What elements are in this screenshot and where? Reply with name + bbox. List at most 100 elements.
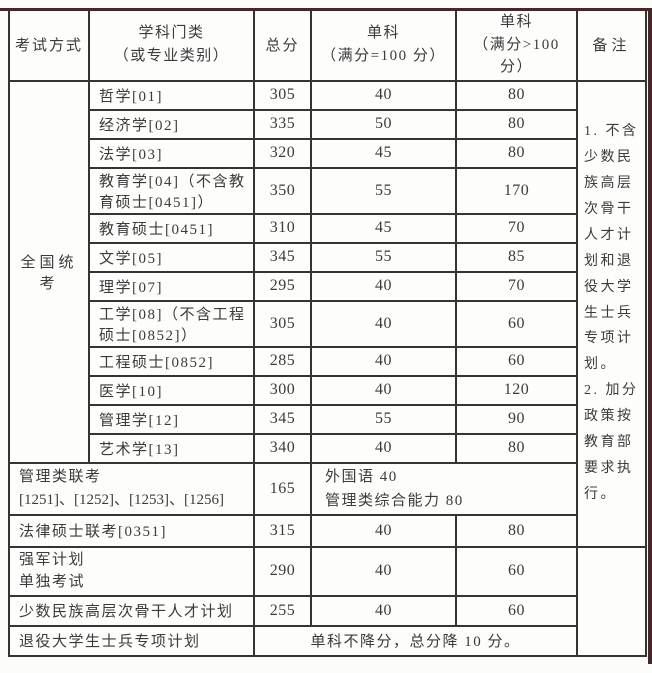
single-eq100-cell: 40 xyxy=(310,270,457,302)
management-joint-label-cell: 管理类联考 [1251]、[1252]、[1253]、[1256] xyxy=(8,461,255,516)
veteran-plan-note-cell: 单科不降分，总分降 10 分。 xyxy=(253,624,578,657)
single-eq100-cell: 40 xyxy=(310,299,457,348)
management-joint-single-cell: 外国语 40 管理类综合能力 80 xyxy=(310,461,578,516)
single-eq100-cell: 40 xyxy=(310,545,457,597)
subject-cell: 医学[10] xyxy=(88,374,255,406)
total-score-cell: 345 xyxy=(253,403,312,435)
single-eq100-header-line2: （满分=100 分） xyxy=(321,47,446,64)
single-gt100-cell: 90 xyxy=(455,403,578,435)
total-score-cell: 340 xyxy=(253,432,312,464)
single-gt100-cell: 120 xyxy=(455,374,578,406)
single-gt100-cell: 70 xyxy=(455,212,578,244)
subject-cell: 工程硕士[0852] xyxy=(88,345,255,377)
military-plan-label-line2: 单独考试 xyxy=(19,574,86,590)
table-row-management-joint-exam: 管理类联考 [1251]、[1252]、[1253]、[1256] 165 外国… xyxy=(8,461,646,516)
table-row-literature: 文学[05] 345 55 85 xyxy=(9,241,646,273)
table-row-military-plan: 强军计划 单独考试 290 40 60 xyxy=(8,545,647,657)
single-gt100-cell: 85 xyxy=(455,241,578,273)
management-single-line2: 管理类综合能力 80 xyxy=(325,492,464,509)
single-gt100-cell: 80 xyxy=(455,137,578,169)
table-header-row: 考试方式 学科门类 （或专业类别） 总分 单科 （满分=100 分） 单科 （满… xyxy=(8,8,647,82)
management-joint-label-line1: 管理类联考 xyxy=(19,469,102,485)
remarks-notes-cell: 1. 不含少数民族高层次骨干人才计划和退役大学生士兵专项计划。 2. 加分政策按… xyxy=(576,79,647,548)
management-single-line1: 外国语 40 xyxy=(325,468,398,485)
law-master-label-cell: 法律硕士联考[0351] xyxy=(8,513,255,548)
single-gt100-cell: 60 xyxy=(455,545,578,597)
table-row-art: 艺术学[13] 340 40 80 xyxy=(9,432,646,464)
single-gt100-cell: 60 xyxy=(455,299,578,348)
single-gt100-cell: 80 xyxy=(455,432,578,464)
veteran-plan-label-cell: 退役大学生士兵专项计划 xyxy=(8,624,255,657)
subject-cell: 哲学[01] xyxy=(88,79,255,111)
table-row-science: 理学[07] 295 40 70 xyxy=(9,270,646,302)
scan-edge-top-strip xyxy=(0,8,652,11)
total-score-cell: 305 xyxy=(253,299,312,348)
subject-cell: 文学[05] xyxy=(88,241,255,273)
table-row-management-subject: 管理学[12] 345 55 90 xyxy=(9,403,646,435)
military-plan-label-line1: 强军计划 xyxy=(19,551,86,568)
table-row-law-master-exam: 法律硕士联考[0351] 315 40 80 xyxy=(8,513,646,548)
total-score-cell: 305 xyxy=(253,79,312,111)
single-gt100-cell: 60 xyxy=(455,345,578,377)
single-eq100-cell: 55 xyxy=(310,166,457,215)
col-header-total-score: 总分 xyxy=(253,8,312,82)
total-score-cell: 290 xyxy=(253,545,312,597)
single-eq100-cell: 55 xyxy=(310,241,457,273)
table-row-engineering: 工学[08]（不含工程硕士[0852]） 305 40 60 xyxy=(9,299,646,348)
scan-edge-right-strip xyxy=(648,8,652,664)
total-score-cell: 285 xyxy=(253,345,312,377)
total-score-cell: 320 xyxy=(253,137,312,169)
military-plan-label-cell: 强军计划 单独考试 xyxy=(8,545,255,597)
remarks-empty-cell xyxy=(576,545,647,657)
table-row-philosophy: 全国统考 哲学[01] 305 40 80 1. 不含少数民族高层次骨干人才计划… xyxy=(8,79,647,548)
table-row-minority-plan: 少数民族高层次骨干人才计划 255 40 60 xyxy=(8,594,646,627)
table-row-medicine: 医学[10] 300 40 120 xyxy=(9,374,646,406)
single-gt100-cell: 70 xyxy=(455,270,578,302)
table-row-engineering-master: 工程硕士[0852] 285 40 60 xyxy=(9,345,646,377)
col-header-single-gt100: 单科 （满分>100 分） xyxy=(455,8,578,82)
single-gt100-cell: 80 xyxy=(455,108,578,140)
subject-cell: 工学[08]（不含工程硕士[0852]） xyxy=(88,299,255,348)
col-header-subject-category: 学科门类 （或专业类别） xyxy=(88,8,255,82)
subject-cell: 教育学[04]（不含教育硕士[0451]） xyxy=(88,166,255,215)
subject-category-header-line1: 学科门类 xyxy=(138,25,205,42)
score-line-table: 考试方式 学科门类 （或专业类别） 总分 单科 （满分=100 分） 单科 （满… xyxy=(8,8,647,657)
subject-cell: 法学[03] xyxy=(88,137,255,169)
col-header-exam-method: 考试方式 xyxy=(8,8,90,82)
remark-note-1: 1. 不含少数民族高层次骨干人才计划和退役大学生士兵专项计划。 xyxy=(584,124,639,373)
single-eq100-cell: 50 xyxy=(310,108,457,140)
single-gt100-cell: 80 xyxy=(455,79,578,111)
table-row-education-master: 教育硕士[0451] 310 45 70 xyxy=(9,212,646,244)
col-header-single-eq100: 单科 （满分=100 分） xyxy=(310,8,457,82)
single-eq100-cell: 40 xyxy=(310,374,457,406)
total-score-cell: 165 xyxy=(253,461,312,516)
single-eq100-cell: 40 xyxy=(310,432,457,464)
table-row-education: 教育学[04]（不含教育硕士[0451]） 350 55 170 xyxy=(9,166,646,215)
total-score-cell: 315 xyxy=(253,513,312,548)
single-eq100-cell: 40 xyxy=(310,79,457,111)
remark-note-2: 2. 加分政策按教育部要求执行。 xyxy=(584,383,639,502)
subject-cell: 艺术学[13] xyxy=(88,432,255,464)
total-score-cell: 295 xyxy=(253,270,312,302)
single-gt100-cell: 170 xyxy=(455,166,578,215)
single-eq100-cell: 40 xyxy=(310,594,457,627)
total-score-cell: 335 xyxy=(253,108,312,140)
minority-plan-label-cell: 少数民族高层次骨干人才计划 xyxy=(8,594,255,627)
single-eq100-cell: 45 xyxy=(310,137,457,169)
single-eq100-cell: 40 xyxy=(310,345,457,377)
single-gt100-header-line1: 单科 xyxy=(499,14,533,30)
total-score-cell: 255 xyxy=(253,594,312,627)
exam-method-group-cell: 全国统考 xyxy=(8,79,90,464)
single-gt100-header-line2: （满分>100 分） xyxy=(473,36,560,76)
total-score-cell: 350 xyxy=(253,166,312,215)
subject-cell: 管理学[12] xyxy=(88,403,255,435)
single-gt100-cell: 60 xyxy=(455,594,578,627)
subject-cell: 理学[07] xyxy=(88,270,255,302)
total-score-cell: 300 xyxy=(253,374,312,406)
subject-cell: 经济学[02] xyxy=(88,108,255,140)
subject-cell: 教育硕士[0451] xyxy=(88,212,255,244)
table-row-economics: 经济学[02] 335 50 80 xyxy=(9,108,646,140)
management-joint-label-line2: [1251]、[1252]、[1253]、[1256] xyxy=(19,491,224,508)
single-eq100-cell: 55 xyxy=(310,403,457,435)
total-score-cell: 345 xyxy=(253,241,312,273)
